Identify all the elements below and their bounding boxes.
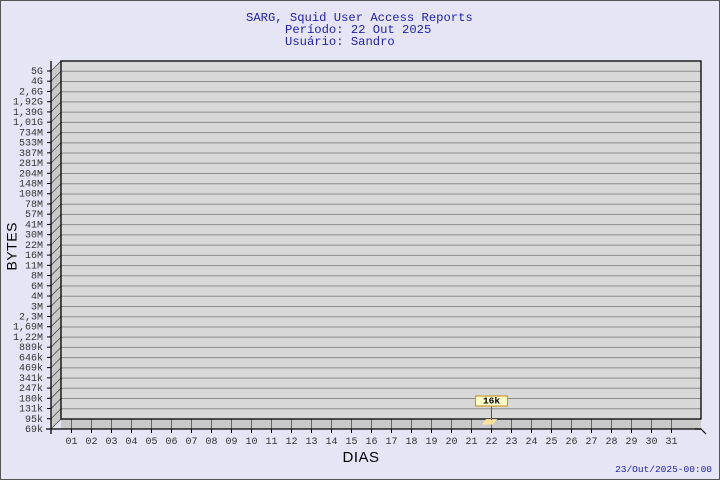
svg-text:08: 08: [205, 437, 217, 448]
svg-text:69k: 69k: [25, 424, 43, 436]
svg-text:07: 07: [185, 437, 197, 448]
svg-text:341k: 341k: [19, 373, 43, 385]
svg-text:06: 06: [165, 437, 177, 448]
svg-text:16: 16: [365, 437, 377, 448]
svg-text:12: 12: [285, 437, 297, 448]
svg-text:25: 25: [545, 437, 557, 448]
svg-text:180k: 180k: [19, 393, 43, 405]
svg-text:05: 05: [145, 437, 157, 448]
svg-text:21: 21: [465, 437, 477, 448]
svg-text:31: 31: [665, 437, 677, 448]
svg-text:04: 04: [125, 437, 137, 448]
svg-text:889k: 889k: [19, 342, 43, 354]
svg-text:15: 15: [345, 437, 357, 448]
svg-text:23: 23: [505, 437, 517, 448]
svg-text:18: 18: [405, 437, 417, 448]
svg-text:11: 11: [265, 437, 277, 448]
svg-text:09: 09: [225, 437, 237, 448]
svg-text:14: 14: [325, 437, 337, 448]
svg-text:03: 03: [105, 437, 117, 448]
svg-text:20: 20: [445, 437, 457, 448]
svg-text:22: 22: [485, 437, 497, 448]
svg-text:131k: 131k: [19, 404, 43, 416]
svg-text:469k: 469k: [19, 363, 43, 375]
svg-text:24: 24: [525, 437, 537, 448]
svg-text:646k: 646k: [19, 352, 43, 364]
svg-text:95k: 95k: [25, 414, 43, 426]
svg-text:17: 17: [385, 437, 397, 448]
svg-text:28: 28: [605, 437, 617, 448]
svg-text:02: 02: [85, 437, 97, 448]
svg-text:27: 27: [585, 437, 597, 448]
svg-text:10: 10: [245, 437, 257, 448]
svg-text:19: 19: [425, 437, 437, 448]
svg-text:01: 01: [65, 437, 77, 448]
svg-text:247k: 247k: [19, 383, 43, 395]
svg-text:13: 13: [305, 437, 317, 448]
svg-text:26: 26: [565, 437, 577, 448]
svg-text:30: 30: [645, 437, 657, 448]
svg-text:29: 29: [625, 437, 637, 448]
svg-text:16k: 16k: [483, 396, 500, 407]
